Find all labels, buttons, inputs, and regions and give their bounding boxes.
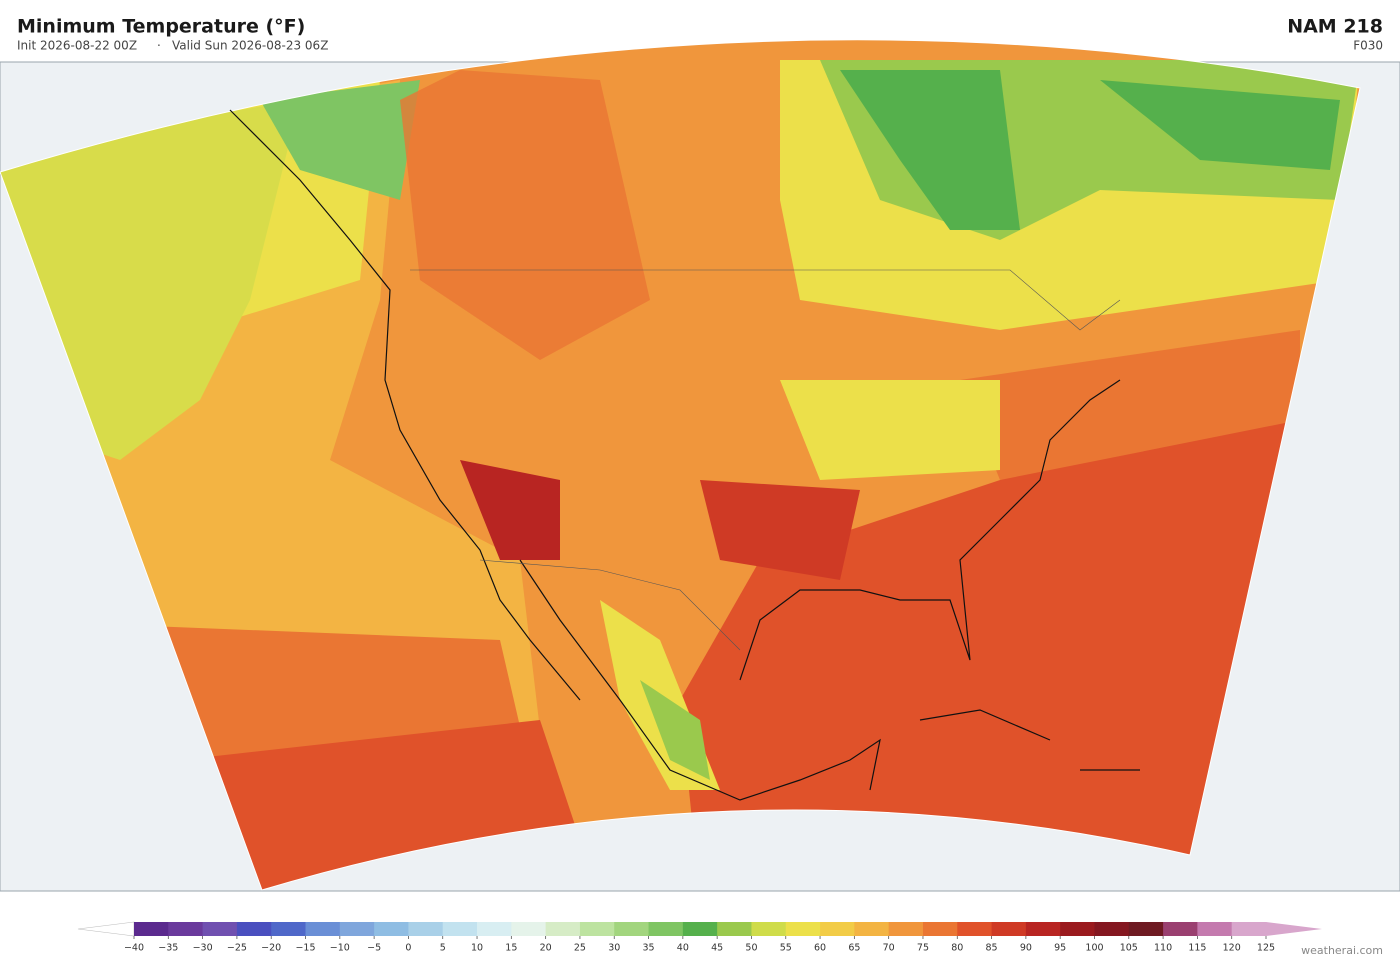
- colorbar-bin: [1094, 922, 1130, 936]
- colorbar-label: 60: [814, 943, 826, 954]
- colorbar-label: 75: [917, 943, 929, 954]
- colorbar-label: 55: [780, 943, 792, 954]
- colorbar-bin: [1163, 922, 1198, 936]
- colorbar-label: 100: [1085, 943, 1103, 954]
- borders: [410, 269, 1121, 651]
- colorbar-label: 0: [405, 943, 411, 954]
- valid-time: Valid Sun 2026-08-23 06Z: [172, 39, 328, 53]
- colorbar-bin: [957, 922, 993, 936]
- colorbar-bin: [854, 922, 890, 936]
- title: Minimum Temperature (°F): [17, 16, 305, 38]
- colorbar-bin: [408, 922, 444, 936]
- colorbar-label: 50: [745, 943, 757, 954]
- domain-outline: [0, 39, 1361, 891]
- colorbar-bin: [339, 922, 375, 936]
- colorbar-label: −10: [330, 943, 350, 954]
- init-time: Init 2026-08-22 00Z: [17, 39, 137, 53]
- colorbar: −40 −35 −30 −25 −20 −15 −10 −5 0 5 10 15 20 25 30 35 40 4…: [77, 921, 1322, 954]
- colorbar-label: 120: [1223, 943, 1241, 954]
- model: NAM 218: [1287, 16, 1383, 38]
- colorbar-label: 85: [986, 943, 998, 954]
- colorbar-label: 15: [505, 943, 517, 954]
- colorbar-label: 45: [711, 943, 723, 954]
- colorbar-label: −30: [193, 943, 213, 954]
- colorbar-bin: [922, 922, 958, 936]
- colorbar-label: −20: [261, 943, 281, 954]
- colorbar-bin: [305, 922, 341, 936]
- colorbar-bin: [511, 922, 547, 936]
- colorbar-over: [1266, 922, 1322, 936]
- credit: weatherai.com: [1301, 944, 1383, 957]
- colorbar-label: −40: [124, 943, 144, 954]
- colorbar-bin: [1231, 922, 1267, 936]
- colorbar-bin: [1128, 922, 1164, 936]
- colorbar-bin: [168, 922, 204, 936]
- colorbar-under: [77, 921, 135, 937]
- colorbar-label: 10: [471, 943, 483, 954]
- colorbar-label: −15: [295, 943, 315, 954]
- colorbar-label: 90: [1020, 943, 1032, 954]
- separator: ·: [157, 39, 161, 53]
- colorbar-bin: [785, 922, 821, 936]
- colorbar-label: 70: [883, 943, 895, 954]
- colorbar-label: 40: [677, 943, 689, 954]
- colorbar-bin: [682, 922, 718, 936]
- colorbar-bin: [820, 922, 855, 936]
- colorbar-bin: [1060, 922, 1095, 936]
- colorbar-bin: [614, 922, 650, 936]
- colorbar-label: 110: [1154, 943, 1172, 954]
- colorbar-bin: [134, 922, 169, 936]
- colorbar-bin: [442, 922, 478, 936]
- colorbar-label: 65: [848, 943, 860, 954]
- coastlines: [229, 109, 1140, 801]
- map: [0, 39, 1400, 892]
- colorbar-label: 35: [642, 943, 654, 954]
- colorbar-label: 80: [951, 943, 963, 954]
- colorbar-label: 5: [440, 943, 446, 954]
- colorbar-bin: [271, 922, 307, 936]
- colorbar-bin: [1025, 922, 1061, 936]
- colorbar-bin: [1197, 922, 1233, 936]
- colorbar-bin: [477, 922, 512, 936]
- colorbar-bin: [374, 922, 409, 936]
- colorbar-bin: [202, 922, 238, 936]
- colorbar-label: −5: [367, 943, 381, 954]
- colorbar-label: 95: [1054, 943, 1066, 954]
- colorbar-bin: [991, 922, 1027, 936]
- colorbar-label: 25: [574, 943, 586, 954]
- colorbar-bin: [888, 922, 924, 936]
- colorbar-bin: [545, 922, 581, 936]
- colorbar-bin: [717, 922, 752, 936]
- colorbar-bin: [648, 922, 684, 936]
- colorbar-bin: [751, 922, 787, 936]
- colorbar-label: 105: [1120, 943, 1138, 954]
- colorbar-label: −35: [158, 943, 178, 954]
- colorbar-label: 125: [1257, 943, 1275, 954]
- colorbar-label: 20: [540, 943, 552, 954]
- colorbar-label: −25: [227, 943, 247, 954]
- colorbar-bin: [236, 922, 272, 936]
- colorbar-label: 30: [608, 943, 620, 954]
- forecast-hour: F030: [1353, 39, 1383, 53]
- colorbar-label: 115: [1188, 943, 1206, 954]
- colorbar-bin: [579, 922, 615, 936]
